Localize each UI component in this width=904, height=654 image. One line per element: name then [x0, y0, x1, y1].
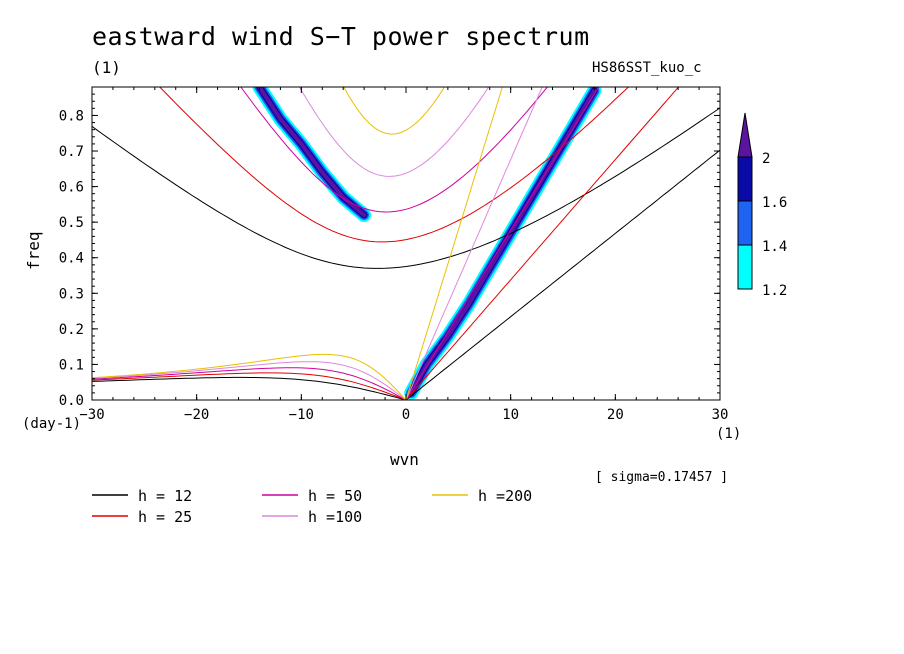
legend: h = 12 h = 25 h = 50 h =100 h =200 [92, 487, 532, 526]
colorbar-label: 1.6 [762, 195, 787, 211]
x-axis-label: wvn [390, 450, 419, 469]
y-axis-unit: (day-1) [22, 416, 82, 432]
x-tick-label: 0 [402, 407, 410, 423]
colorbar-label: 1.2 [762, 283, 787, 299]
x-axis-unit: (1) [716, 426, 742, 442]
kelvin-curve-h100 [405, 87, 543, 400]
y-tick-label: 0.2 [59, 322, 84, 338]
y-tick-label: 0.5 [59, 215, 84, 231]
legend-label: h = 50 [308, 487, 362, 505]
y-tick-label: 0.1 [59, 357, 84, 373]
legend-label: h =100 [308, 508, 362, 526]
kelvin-curve-h12 [405, 149, 720, 400]
gravity-curve-h12 [92, 107, 720, 269]
kelvin-curve-h25 [405, 87, 680, 400]
x-tick-label: −20 [184, 407, 209, 423]
colorbar-swatch [737, 244, 753, 290]
rossby-curve-h12 [92, 376, 407, 400]
rossby-curve-h50 [92, 367, 407, 400]
run-name: HS86SST_kuo_c [592, 60, 702, 76]
gravity-curve-h50 [240, 87, 548, 213]
x-tick-label: 30 [712, 407, 729, 423]
contour-layer [252, 87, 602, 400]
y-tick-label: 0.8 [59, 108, 84, 124]
rossby-curve-h200 [92, 353, 407, 400]
sigma-note: [ sigma=0.17457 ] [595, 470, 729, 485]
y-tick-label: 0.0 [59, 393, 84, 409]
kelvin-curve-h200 [405, 87, 503, 400]
kelvin_band-level-2 [409, 88, 597, 395]
colorbar-arrow [737, 112, 753, 158]
chart-subtitle: (1) [92, 58, 121, 77]
chart-title: eastward wind S−T power spectrum [92, 22, 590, 51]
legend-label: h = 25 [138, 508, 192, 526]
axes: −30 −20 −10 0 10 20 30 0.0 0.1 0.2 0.3 0.4 0.5 0.6 0.7… [59, 87, 729, 423]
gravity-curve-h100 [298, 87, 490, 177]
y-tick-label: 0.6 [59, 180, 84, 196]
legend-label: h = 12 [138, 487, 192, 505]
rossby-curve-h25 [92, 372, 407, 400]
colorbar-swatch [737, 200, 753, 246]
x-tick-label: −10 [289, 407, 314, 423]
colorbar-label: 1.4 [762, 239, 787, 255]
rossby-curve-h100 [92, 361, 407, 400]
y-tick-label: 0.3 [59, 286, 84, 302]
x-tick-label: 20 [607, 407, 624, 423]
y-tick-label: 0.4 [59, 251, 84, 267]
legend-label: h =200 [478, 487, 532, 505]
dispersion-curves [92, 87, 720, 400]
colorbar: 2 1.6 1.4 1.2 [737, 112, 787, 299]
colorbar-label: 2 [762, 151, 770, 167]
kelvin-curve-h50 [405, 87, 600, 400]
x-tick-label: 10 [502, 407, 519, 423]
gravity-curve-h200 [343, 87, 445, 135]
colorbar-swatch [737, 156, 753, 202]
plot-frame [91, 86, 721, 401]
x-tick-label: −30 [79, 407, 104, 423]
y-tick-label: 0.7 [59, 144, 84, 160]
gravity-curve-h25 [159, 87, 630, 243]
